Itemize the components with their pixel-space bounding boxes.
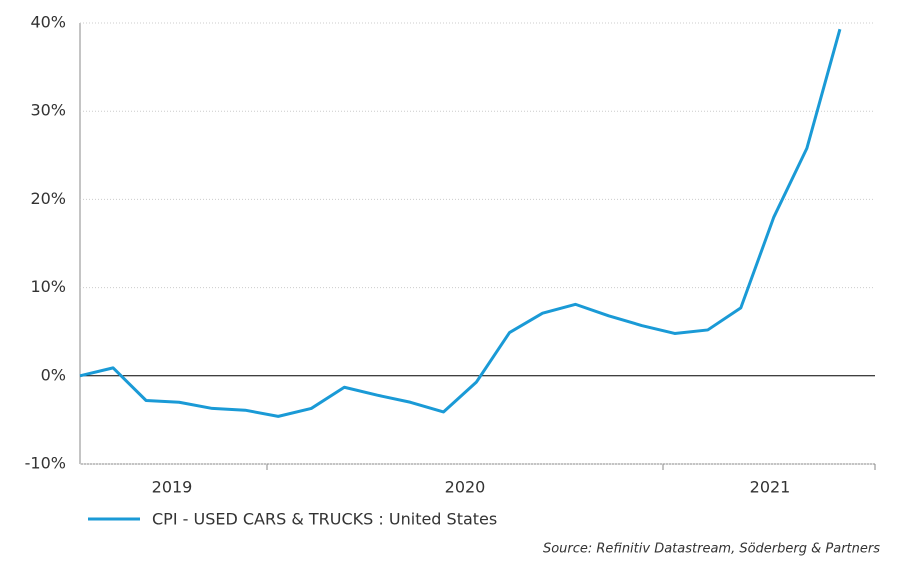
- legend-label: CPI - USED CARS & TRUCKS : United States: [152, 510, 497, 529]
- x-tick-label: 2020: [445, 478, 486, 497]
- y-tick-label: 40%: [30, 13, 66, 32]
- line: [79, 28, 842, 418]
- y-tick-label: 20%: [30, 189, 66, 208]
- x-tick-label: 2019: [152, 478, 193, 497]
- x-tick-label: 2021: [750, 478, 791, 497]
- y-tick-label: -10%: [25, 454, 66, 473]
- y-tick-label: 0%: [41, 365, 66, 384]
- y-tick-label: 10%: [30, 277, 66, 296]
- source: Source: Refinitiv Datastream, Söderberg …: [543, 542, 880, 557]
- y-tick-label: 30%: [30, 101, 66, 120]
